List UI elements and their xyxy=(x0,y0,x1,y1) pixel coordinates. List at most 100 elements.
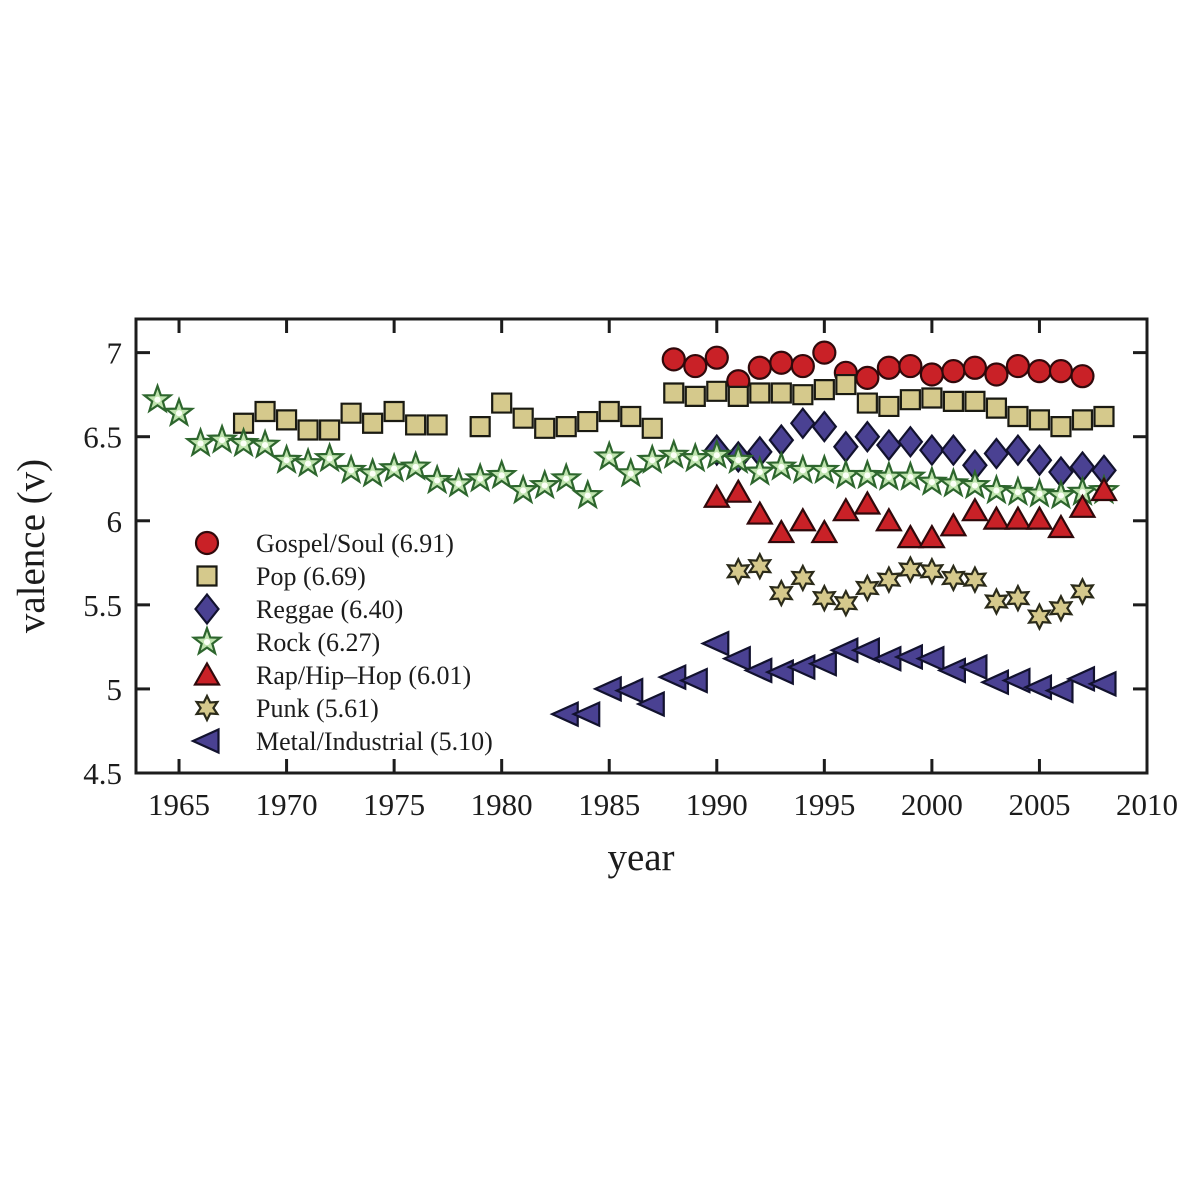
gospel-soul-point xyxy=(683,353,708,379)
rap-hip-hop-legend-marker-icon xyxy=(193,661,221,686)
x-axis: 1965 1970 1975 1980 1985 1990 1995 2000 2005 2010 xyxy=(148,319,1178,822)
metal-industrial-point xyxy=(1065,665,1096,693)
rock-point-center-dot xyxy=(670,452,677,459)
rap-hip-hop-point xyxy=(724,478,753,503)
x-tick-label: 1985 xyxy=(578,787,640,822)
rock-point-center-dot xyxy=(735,457,742,464)
reggae-point xyxy=(854,420,881,453)
rock-point-center-dot xyxy=(950,480,957,487)
pop-point xyxy=(1028,409,1051,431)
rock-point-center-dot xyxy=(692,455,699,462)
rock-point-center-dot xyxy=(778,463,785,471)
gospel-soul-point xyxy=(1048,359,1074,384)
rock-point-center-dot xyxy=(240,440,247,447)
rock-point-center-dot xyxy=(885,473,892,481)
gospel-soul-point xyxy=(704,345,729,370)
legend-item-pop: Pop (6.69) xyxy=(196,562,366,591)
rock-point-center-dot xyxy=(907,473,914,481)
punk-point xyxy=(1048,593,1074,623)
rock-point-center-dot xyxy=(283,457,290,464)
rock-point-center-dot xyxy=(1014,489,1022,496)
metal-industrial-point xyxy=(700,630,730,657)
gospel-soul-legend-marker-icon xyxy=(194,530,220,556)
rap-hip-hop-point xyxy=(917,523,946,549)
rock-point-center-dot xyxy=(520,487,527,494)
pop-point xyxy=(663,382,685,404)
punk-point xyxy=(1069,576,1096,606)
reggae-point xyxy=(789,406,816,440)
metal-industrial-point xyxy=(850,637,880,664)
pop-point xyxy=(985,397,1008,419)
rock-point-center-dot xyxy=(369,470,376,477)
rock-point-center-dot xyxy=(391,465,398,472)
rock-point-center-dot xyxy=(606,453,613,460)
pop-point xyxy=(1093,405,1115,428)
y-tick-label: 7 xyxy=(107,336,123,371)
gospel-soul-point xyxy=(790,353,815,379)
metal-industrial-point xyxy=(915,645,945,672)
metal-industrial-point xyxy=(807,650,837,677)
rap-hip-hop-point xyxy=(831,496,860,522)
metal-industrial-point xyxy=(936,657,967,684)
punk-point xyxy=(876,565,902,595)
x-tick-label: 1980 xyxy=(471,787,533,822)
legend-label-pop: Pop (6.69) xyxy=(256,562,366,591)
punk-point xyxy=(790,563,816,593)
metal-industrial-point xyxy=(592,675,622,703)
rock-point-center-dot xyxy=(627,470,634,477)
reggae-point xyxy=(918,433,945,467)
rap-hip-hop-point xyxy=(810,518,839,544)
x-axis-title: year xyxy=(607,836,674,879)
x-tick-label: 1990 xyxy=(686,787,748,822)
reggae-point xyxy=(897,425,924,459)
metal-industrial-point xyxy=(1001,667,1031,694)
pop-point xyxy=(921,387,943,409)
metal-industrial-point xyxy=(1022,674,1053,701)
rock-point-center-dot xyxy=(821,467,828,474)
pop-series xyxy=(232,373,1115,441)
rock-point-center-dot xyxy=(304,460,312,467)
y-tick-label: 6.5 xyxy=(83,420,122,455)
rock-legend-marker-icon-center-dot xyxy=(203,638,211,646)
pop-point xyxy=(469,416,491,438)
rap-hip-hop-point xyxy=(982,505,1011,530)
rock-point-center-dot xyxy=(326,455,333,462)
rap-hip-hop-point xyxy=(1090,476,1118,502)
legend-label-rock: Rock (6.27) xyxy=(256,628,380,657)
metal-industrial-point xyxy=(764,658,794,686)
gospel-soul-point xyxy=(962,355,988,380)
x-tick-label: 2010 xyxy=(1116,787,1178,822)
pop-point xyxy=(426,414,448,436)
legend-item-reggae: Reggae (6.40) xyxy=(194,592,403,626)
pop-point xyxy=(856,392,878,414)
pop-point xyxy=(727,385,749,407)
pop-point xyxy=(792,384,814,406)
pop-point xyxy=(232,412,255,434)
legend-item-gospel-soul: Gospel/Soul (6.91) xyxy=(194,529,454,558)
pop-point xyxy=(534,417,556,439)
rap-hip-hop-point xyxy=(874,507,903,532)
punk-point xyxy=(768,578,794,608)
rap-hip-hop-point xyxy=(1068,493,1097,518)
pop-point xyxy=(577,410,599,433)
rock-point-center-dot xyxy=(563,475,570,482)
gospel-soul-point xyxy=(941,359,966,384)
pop-point xyxy=(297,419,319,441)
rock-point-center-dot xyxy=(412,463,419,471)
pop-point xyxy=(555,416,577,438)
metal-industrial-point xyxy=(571,700,601,728)
gospel-soul-point xyxy=(769,350,794,375)
pop-point xyxy=(254,400,276,423)
y-tick-label: 5 xyxy=(107,672,123,707)
pop-point xyxy=(340,402,362,424)
pop-point xyxy=(770,382,792,404)
pop-point xyxy=(491,392,513,414)
reggae-point xyxy=(875,428,902,462)
gospel-soul-point xyxy=(898,353,923,379)
gospel-soul-point xyxy=(855,365,880,390)
pop-point xyxy=(706,380,728,402)
legend-item-rap-hip-hop: Rap/Hip–Hop (6.01) xyxy=(193,661,471,690)
gospel-soul-point xyxy=(919,362,944,387)
pop-point xyxy=(405,414,427,436)
